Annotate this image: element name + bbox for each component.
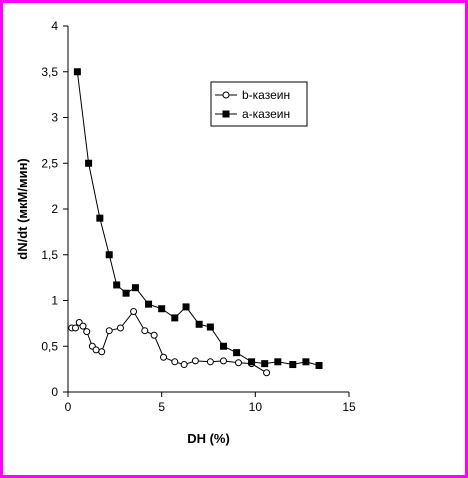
- y-tick-label: 2: [51, 202, 58, 216]
- data-point-series-0: [160, 353, 168, 361]
- legend: b-казеин a-казеин: [210, 81, 308, 127]
- data-point-series-0: [206, 358, 214, 366]
- data-point-series-0: [130, 307, 138, 315]
- series-layer: [68, 68, 323, 377]
- x-tick-label: 5: [158, 400, 165, 414]
- data-point-series-0: [98, 348, 106, 356]
- legend-label-b-kazein: b-казеин: [242, 88, 290, 102]
- data-point-series-0: [234, 359, 242, 367]
- data-point-series-0: [83, 328, 91, 336]
- data-point-series-0: [180, 361, 188, 369]
- data-point-series-1: [145, 300, 153, 308]
- x-axis-title: DH (%): [187, 431, 230, 446]
- y-tick-label: 0: [51, 385, 58, 399]
- data-point-series-1: [158, 305, 166, 313]
- ticks: 0 0,5 1 1,5 2 2,5 3 3,5 4 0 5 10 15: [41, 19, 356, 414]
- x-tick-label: 10: [249, 400, 263, 414]
- data-point-series-1: [85, 159, 93, 167]
- x-tick-label: 0: [65, 400, 72, 414]
- legend-label-a-kazein: a-казеин: [242, 107, 290, 121]
- data-point-series-1: [206, 323, 214, 331]
- legend-marker-a-kazein: [222, 110, 230, 118]
- data-point-series-0: [263, 369, 271, 377]
- y-tick-label: 3: [51, 111, 58, 125]
- data-point-series-1: [96, 214, 104, 222]
- data-point-series-1: [274, 358, 282, 366]
- y-tick-label: 1: [51, 294, 58, 308]
- data-point-series-0: [171, 358, 179, 366]
- data-point-series-1: [73, 68, 81, 76]
- data-point-series-1: [289, 361, 297, 369]
- chart-axes: [67, 26, 349, 393]
- data-point-series-0: [105, 327, 113, 335]
- data-point-series-1: [131, 284, 139, 292]
- legend-box: [210, 81, 308, 127]
- y-tick-label: 2,5: [41, 156, 58, 170]
- data-point-series-1: [195, 320, 203, 328]
- data-point-series-1: [315, 361, 323, 369]
- data-point-series-1: [248, 358, 256, 366]
- data-point-series-1: [233, 349, 241, 357]
- data-point-series-0: [71, 324, 79, 332]
- legend-marker-b-kazein: [222, 91, 230, 99]
- data-point-series-0: [116, 324, 124, 332]
- data-point-series-1: [113, 281, 121, 289]
- data-point-series-0: [141, 327, 149, 335]
- data-point-series-1: [182, 303, 190, 311]
- data-point-series-1: [261, 360, 269, 368]
- y-tick-label: 4: [51, 19, 58, 33]
- data-point-series-1: [302, 358, 310, 366]
- data-point-series-0: [79, 322, 87, 330]
- y-tick-label: 1,5: [41, 248, 58, 262]
- data-point-series-1: [171, 314, 179, 322]
- data-point-series-1: [122, 289, 130, 297]
- x-tick-label: 15: [342, 400, 356, 414]
- data-point-series-0: [191, 357, 199, 365]
- data-point-series-0: [219, 357, 227, 365]
- y-axis-title: dN/dt (мкМ/мин): [15, 158, 30, 260]
- y-tick-label: 3,5: [41, 65, 58, 79]
- data-point-series-1: [219, 342, 227, 350]
- data-point-series-0: [150, 331, 158, 339]
- data-point-series-1: [105, 251, 113, 259]
- y-tick-label: 0,5: [41, 339, 58, 353]
- data-point-series-0: [92, 346, 100, 354]
